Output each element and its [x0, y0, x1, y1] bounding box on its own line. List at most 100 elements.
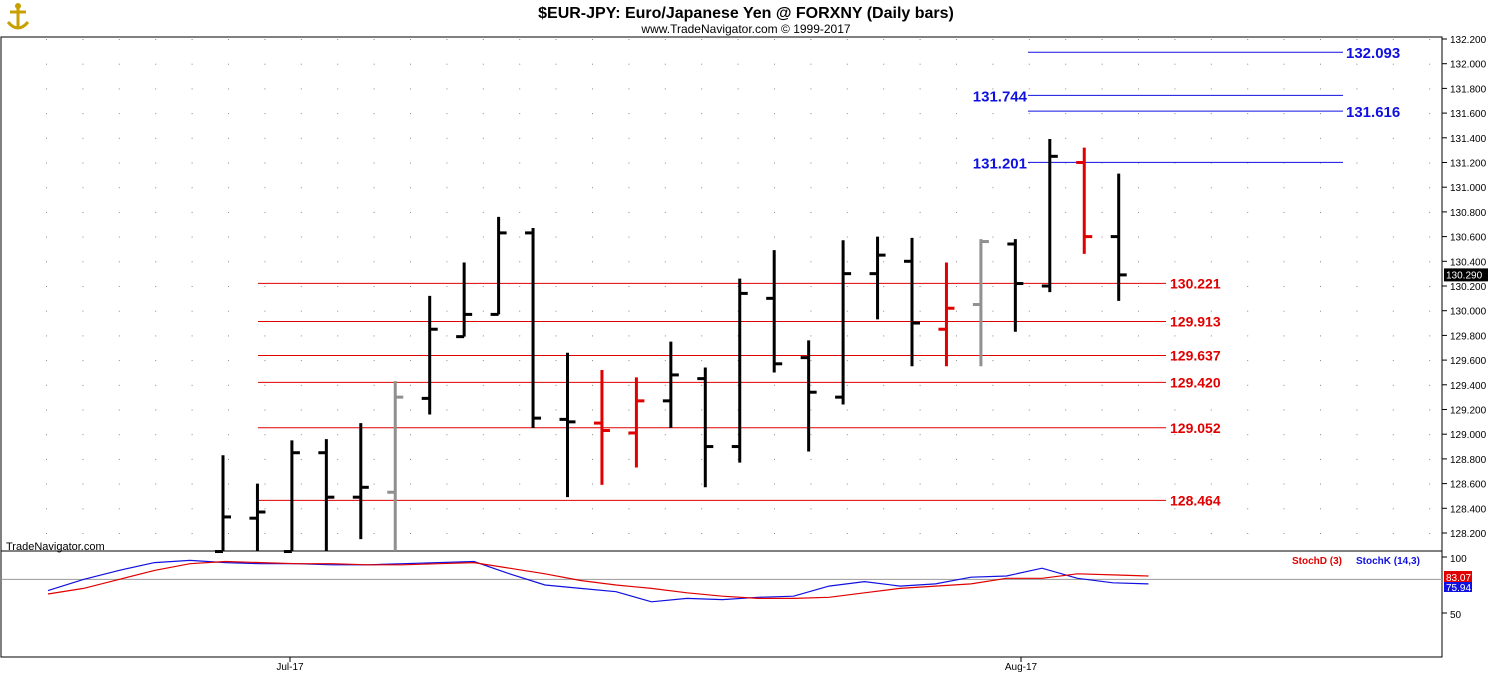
- grid-dot: [264, 162, 266, 164]
- grid-dot: [482, 162, 484, 164]
- grid-dot: [519, 88, 521, 90]
- grid-dot: [82, 409, 84, 411]
- grid-dot: [118, 483, 120, 485]
- grid-dot: [592, 384, 593, 386]
- grid-dot: [846, 508, 848, 510]
- grid-dot: [1392, 113, 1394, 115]
- grid-dot: [1429, 434, 1431, 436]
- price-tick-label: 131.600: [1450, 109, 1487, 120]
- grid-dot: [1392, 508, 1394, 510]
- grid-dot: [956, 187, 957, 189]
- grid-dot: [701, 360, 703, 362]
- price-axis: 132.200 132.000 131.800 131.600 131.400 131.2…: [1442, 35, 1487, 540]
- grid-dot: [992, 384, 994, 386]
- grid-dot: [300, 63, 302, 65]
- grid-dot: [846, 458, 848, 460]
- grid-dot: [228, 384, 229, 386]
- grid-dot: [1028, 434, 1030, 436]
- grid-dot: [1174, 261, 1176, 263]
- grid-dot: [410, 88, 411, 90]
- grid-dot: [82, 286, 84, 287]
- grid-dot: [337, 113, 339, 115]
- grid-dot: [1320, 261, 1321, 263]
- grid-dot: [46, 162, 47, 164]
- grid-dot: [1065, 236, 1067, 238]
- grid-dot: [1320, 335, 1321, 337]
- grid-dot: [956, 335, 957, 337]
- grid-dot: [774, 211, 775, 213]
- grid-dot: [919, 384, 921, 386]
- grid-dot: [992, 458, 994, 460]
- grid-dot: [1065, 483, 1067, 485]
- grid-dot: [373, 162, 375, 164]
- grid-dot: [337, 384, 339, 386]
- grid-dot: [191, 211, 193, 213]
- grid-dot: [1138, 236, 1139, 238]
- grid-dot: [737, 286, 739, 287]
- grid-dot: [1429, 483, 1431, 485]
- red-level-label: 129.637: [1170, 348, 1221, 364]
- grid-dot: [191, 360, 193, 362]
- grid-dot: [1065, 113, 1067, 115]
- grid-dot: [628, 286, 630, 287]
- grid-dot: [1392, 137, 1394, 139]
- grid-dot: [191, 63, 193, 65]
- grid-dot: [1028, 335, 1030, 337]
- ohlc-bar: [318, 439, 335, 551]
- grid-dot: [1210, 162, 1212, 164]
- grid-dot: [46, 335, 47, 337]
- grid-dot: [1247, 335, 1249, 337]
- grid-dot: [191, 483, 193, 485]
- grid-dot: [155, 211, 157, 213]
- grid-dot: [46, 63, 47, 65]
- grid-dot: [446, 113, 448, 115]
- grid-dot: [1320, 458, 1321, 460]
- grid-dot: [737, 63, 739, 65]
- grid-dot: [155, 39, 157, 40]
- grid-dot: [1101, 286, 1103, 287]
- price-tick-label: 129.200: [1450, 406, 1487, 417]
- grid-dot: [337, 335, 339, 337]
- grid-dot: [810, 533, 812, 534]
- grid-dot: [628, 384, 630, 386]
- grid-dot: [628, 360, 630, 362]
- grid-dot: [1429, 310, 1431, 312]
- grid-dot: [1101, 335, 1103, 337]
- grid-dot: [1392, 88, 1394, 90]
- grid-dot: [592, 261, 593, 263]
- grid-dot: [737, 533, 739, 534]
- grid-dot: [1065, 458, 1067, 460]
- grid-dot: [883, 508, 885, 510]
- grid-dot: [555, 162, 557, 164]
- grid-dot: [1356, 384, 1358, 386]
- ohlc-bar: [593, 369, 610, 485]
- grid-dot: [1283, 187, 1285, 189]
- grid-dot: [519, 113, 521, 115]
- grid-dot: [82, 483, 84, 485]
- grid-dot: [446, 434, 448, 436]
- price-tick-label: 131.800: [1450, 84, 1487, 95]
- stochastic-lines: [1, 556, 1447, 614]
- grid-dot: [1210, 88, 1212, 90]
- grid-dot: [1174, 113, 1176, 115]
- grid-dot: [1392, 187, 1394, 189]
- grid-dot: [1174, 483, 1176, 485]
- grid-dot: [1283, 236, 1285, 238]
- grid-dot: [592, 113, 593, 115]
- grid-dot: [992, 286, 994, 287]
- grid-dot: [592, 187, 593, 189]
- grid-dot: [1247, 39, 1249, 40]
- grid-dot: [664, 458, 666, 460]
- ohlc-bar: [731, 278, 748, 463]
- grid-dot: [1101, 162, 1103, 164]
- price-panel: [0, 36, 1443, 552]
- grid-dot: [701, 137, 703, 139]
- price-tick-label: 128.400: [1450, 504, 1487, 515]
- grid-dot: [1138, 310, 1139, 312]
- grid-dot: [191, 162, 193, 164]
- grid-dot: [337, 88, 339, 90]
- grid-dot: [774, 187, 775, 189]
- anchor-logo-icon: [4, 3, 32, 33]
- grid-dot: [810, 261, 812, 263]
- price-tick-label: 130.200: [1450, 282, 1487, 293]
